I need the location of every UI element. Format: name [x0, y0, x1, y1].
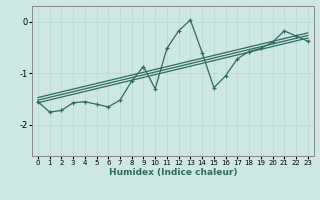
- X-axis label: Humidex (Indice chaleur): Humidex (Indice chaleur): [108, 168, 237, 177]
